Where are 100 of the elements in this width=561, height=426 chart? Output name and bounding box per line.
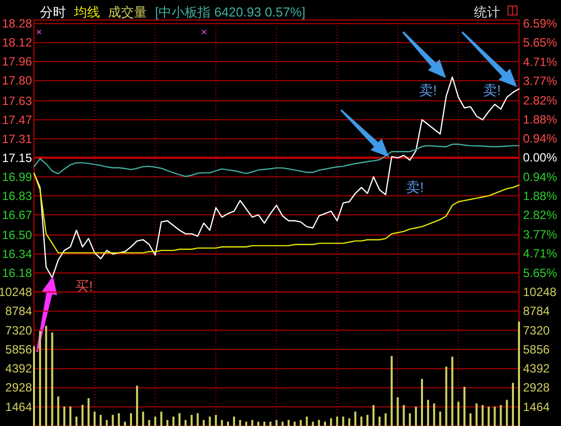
bar bbox=[294, 422, 296, 426]
bar bbox=[190, 414, 193, 426]
bar bbox=[75, 416, 78, 426]
y2-tick-label: 1.88% bbox=[523, 112, 558, 126]
bar bbox=[45, 326, 48, 426]
bar bbox=[88, 398, 90, 426]
bar bbox=[196, 413, 199, 426]
y2-tick-label: 4.71% bbox=[523, 246, 558, 261]
y2-tick-label: 3.77% bbox=[523, 228, 558, 242]
bar bbox=[166, 420, 168, 426]
bar bbox=[457, 402, 460, 426]
bar bbox=[476, 403, 478, 426]
bar bbox=[106, 420, 108, 426]
bar bbox=[306, 416, 308, 426]
text: 成交量 bbox=[108, 4, 147, 20]
bar bbox=[470, 413, 472, 426]
y-tick-label: 18.28 bbox=[2, 16, 32, 31]
bar bbox=[214, 414, 217, 426]
bar bbox=[312, 422, 314, 426]
bar bbox=[154, 416, 156, 426]
bar bbox=[390, 356, 393, 426]
bar bbox=[220, 420, 223, 426]
bar bbox=[69, 406, 72, 426]
bar bbox=[451, 356, 454, 426]
y-tick-label: 16.67 bbox=[2, 208, 32, 222]
bar bbox=[245, 422, 248, 426]
y-tick-label: 17.31 bbox=[2, 132, 32, 146]
bar bbox=[402, 405, 405, 426]
bar bbox=[269, 422, 272, 426]
bar bbox=[518, 322, 520, 426]
bar bbox=[288, 420, 290, 426]
bar bbox=[142, 412, 144, 426]
bar bbox=[336, 416, 338, 426]
bar bbox=[342, 416, 344, 426]
bar bbox=[276, 420, 278, 426]
y-tick-label: 5856 bbox=[5, 342, 32, 356]
bar bbox=[445, 366, 448, 426]
y-tick-label: 16.34 bbox=[2, 246, 32, 261]
y-tick-label: 2928 bbox=[5, 380, 32, 395]
bar bbox=[239, 420, 242, 426]
bar bbox=[208, 416, 211, 426]
y2-tick-label: 6.59% bbox=[523, 16, 558, 30]
bar bbox=[427, 400, 430, 426]
bar bbox=[124, 422, 126, 426]
bar bbox=[112, 414, 114, 426]
text: 统计 bbox=[474, 4, 500, 20]
y-tick-label: 17.96 bbox=[2, 54, 32, 69]
text: 均线 bbox=[73, 4, 100, 20]
bar bbox=[57, 396, 60, 426]
bar bbox=[366, 414, 368, 426]
bar bbox=[172, 416, 174, 426]
y-tick-label: 16.83 bbox=[2, 188, 32, 203]
y-tick-label: 7320 bbox=[5, 323, 32, 338]
bar bbox=[433, 403, 436, 426]
y2-tick-label: 4392 bbox=[523, 362, 550, 376]
bar bbox=[82, 404, 84, 426]
bar bbox=[506, 400, 508, 426]
annotation: 卖! bbox=[483, 82, 501, 98]
y-tick-label: 8784 bbox=[5, 304, 32, 318]
y2-tick-label: 0.00% bbox=[523, 150, 558, 165]
bar bbox=[227, 422, 229, 426]
bar bbox=[408, 413, 411, 426]
bar bbox=[500, 405, 502, 426]
line-series bbox=[33, 76, 520, 278]
bar bbox=[263, 422, 266, 426]
bar bbox=[439, 412, 442, 426]
y2-tick-label: 4.71% bbox=[523, 54, 558, 69]
bar bbox=[300, 420, 302, 426]
bar bbox=[63, 406, 66, 426]
bar bbox=[324, 422, 326, 426]
y-tick-label: 17.63 bbox=[2, 94, 32, 108]
bar bbox=[384, 413, 387, 426]
bar bbox=[282, 422, 284, 426]
y-tick-label: 1464 bbox=[5, 400, 32, 414]
y-tick-label: 16.99 bbox=[2, 170, 32, 184]
bar bbox=[488, 406, 490, 426]
y-tick-label: 16.50 bbox=[2, 228, 32, 242]
bar bbox=[233, 416, 236, 426]
bar bbox=[178, 413, 180, 426]
bar bbox=[118, 413, 120, 426]
y2-tick-label: 2928 bbox=[523, 380, 550, 395]
bar bbox=[494, 406, 496, 426]
y2-tick-label: 8784 bbox=[523, 304, 550, 318]
y-tick-label: 4392 bbox=[5, 362, 32, 376]
y2-tick-label: 0.94% bbox=[523, 170, 558, 184]
y2-tick-label: 0.94% bbox=[523, 132, 558, 146]
text: [中小板指 6420.93 0.57%] bbox=[155, 4, 306, 20]
bar bbox=[257, 422, 260, 426]
bar bbox=[512, 382, 514, 426]
y2-tick-label: 10248 bbox=[523, 285, 557, 299]
bar bbox=[39, 330, 42, 426]
y-tick-label: 17.15 bbox=[2, 150, 32, 165]
y-tick-label: 17.80 bbox=[2, 74, 32, 88]
text: 分时 bbox=[40, 4, 66, 20]
y-tick-label: 17.47 bbox=[2, 112, 32, 127]
y2-tick-label: 3.77% bbox=[523, 74, 558, 88]
bar bbox=[463, 386, 466, 426]
bar bbox=[94, 412, 96, 426]
y2-tick-label: 7320 bbox=[523, 323, 550, 338]
y2-tick-label: 5.65% bbox=[523, 266, 558, 280]
